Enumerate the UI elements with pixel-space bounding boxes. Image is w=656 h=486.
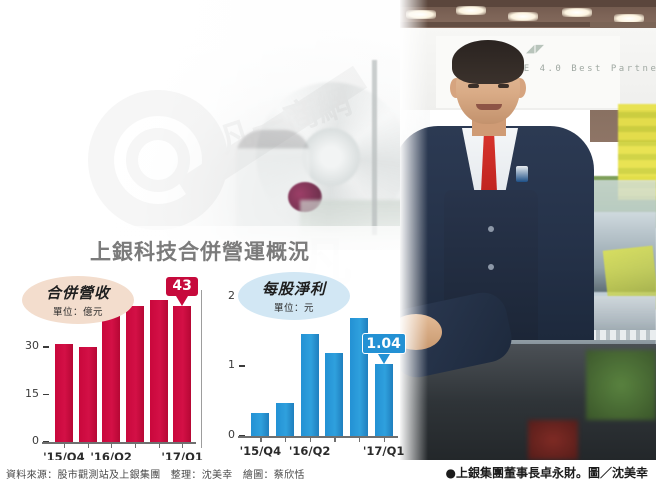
ceiling-light bbox=[614, 14, 644, 23]
red-blur-patch bbox=[528, 420, 578, 460]
y-axis-tick bbox=[239, 365, 245, 367]
ceiling-beam-2 bbox=[400, 22, 656, 27]
footer-bar bbox=[0, 460, 656, 486]
photo-right-chairman: ◢◤ TRIE 4.0 Best Partner bbox=[400, 0, 656, 460]
ceiling-beam bbox=[400, 0, 656, 7]
footer-photo-caption: ●上銀集團董事長卓永財。圖／沈美幸 bbox=[445, 466, 648, 480]
x-axis-line bbox=[238, 436, 398, 438]
chart-1-badge: 每股淨利 單位：元 bbox=[238, 272, 350, 320]
bar-17Q1 bbox=[173, 305, 192, 442]
booth-logo-mark: ◢◤ bbox=[526, 42, 545, 55]
x-axis-tick bbox=[158, 444, 160, 448]
bar-17Q1 bbox=[374, 363, 393, 436]
chart-eps: 0 1 2 '15/Q4 '16/Q2 '17/Q1 1.04 bbox=[204, 288, 406, 458]
y-axis-tick bbox=[239, 435, 245, 437]
bar-16Q3 bbox=[125, 305, 144, 442]
value-callout: 1.04 bbox=[361, 332, 406, 354]
x-axis-tick bbox=[285, 438, 287, 442]
bar-16Q1 bbox=[78, 347, 97, 442]
booth-slogan-text: TRIE 4.0 Best Partner bbox=[500, 64, 656, 74]
site-watermark: 凡一商網 bbox=[88, 65, 388, 250]
vest-button bbox=[488, 226, 494, 232]
x-axis-tick bbox=[182, 444, 184, 448]
chairman-eye-right bbox=[498, 84, 509, 88]
y-axis-label: 30 bbox=[25, 339, 39, 352]
chart-0-badge-title: 合併營收 bbox=[45, 284, 110, 302]
x-axis-tick bbox=[383, 438, 385, 442]
watermark-ring-inner bbox=[126, 128, 190, 192]
x-axis-tick bbox=[309, 438, 311, 442]
y-axis-label: 1 bbox=[228, 358, 235, 372]
page-title: 上銀科技合併營運概況 bbox=[90, 240, 310, 264]
bar-16Q2 bbox=[300, 333, 319, 436]
chart-1-badge-title: 每股淨利 bbox=[261, 280, 326, 298]
y-axis-label: 2 bbox=[228, 288, 235, 302]
bar-16Q3 bbox=[325, 353, 344, 436]
x-axis-label: '17/Q1 bbox=[362, 444, 405, 458]
x-axis-label: '15/Q4 bbox=[239, 444, 282, 458]
y-axis-tick bbox=[43, 441, 49, 443]
x-axis-tick bbox=[260, 438, 262, 442]
chairman-mouth bbox=[476, 104, 502, 110]
photo-left-fade bbox=[400, 0, 428, 460]
vest-button bbox=[488, 264, 494, 270]
bar-15Q4 bbox=[54, 343, 73, 442]
charts-divider bbox=[201, 290, 202, 448]
value-callout-tip bbox=[176, 295, 189, 306]
value-callout: 43 bbox=[166, 276, 199, 296]
y-axis-tick bbox=[43, 346, 49, 348]
y-axis-label: 0 bbox=[228, 428, 235, 441]
chart-0-badge-subtitle: 單位：億元 bbox=[52, 307, 103, 318]
chairman-eye-left bbox=[468, 84, 479, 88]
ceiling-light bbox=[562, 8, 592, 17]
y-axis-label: 0 bbox=[32, 434, 39, 447]
x-axis-tick bbox=[87, 444, 89, 448]
x-axis-label: '16/Q2 bbox=[288, 444, 331, 458]
watermark-text: 凡一商網 bbox=[214, 81, 356, 162]
turbine-hub-shape bbox=[302, 128, 360, 186]
chart-1-badge-subtitle: 單位：元 bbox=[273, 303, 314, 314]
chairman-hair bbox=[452, 40, 524, 84]
bar-16Q4 bbox=[149, 299, 168, 442]
x-axis-tick bbox=[334, 438, 336, 442]
x-axis-tick bbox=[134, 444, 137, 448]
bar-15Q4 bbox=[251, 413, 270, 436]
green-blur-patch bbox=[586, 350, 656, 420]
y-axis-label: 15 bbox=[25, 386, 39, 400]
chart-0-badge: 合併營收 單位：億元 bbox=[22, 276, 134, 324]
bar-16Q2 bbox=[102, 302, 121, 442]
ceiling-light bbox=[456, 6, 486, 15]
x-axis-tick bbox=[63, 444, 66, 448]
x-axis-line bbox=[42, 442, 196, 444]
ceiling-light bbox=[508, 12, 538, 21]
bar-16Q1 bbox=[276, 403, 294, 436]
footer-source-text: 資料來源：股市觀測站及上銀集團 整理：沈美幸 繪圖：蔡欣恬 bbox=[6, 470, 305, 481]
lapel-pin bbox=[516, 166, 528, 182]
y-axis-tick bbox=[43, 393, 49, 395]
x-axis-tick bbox=[111, 444, 113, 448]
value-callout-tip bbox=[377, 353, 390, 364]
booth-pole bbox=[372, 60, 377, 235]
x-axis-tick bbox=[359, 438, 361, 442]
